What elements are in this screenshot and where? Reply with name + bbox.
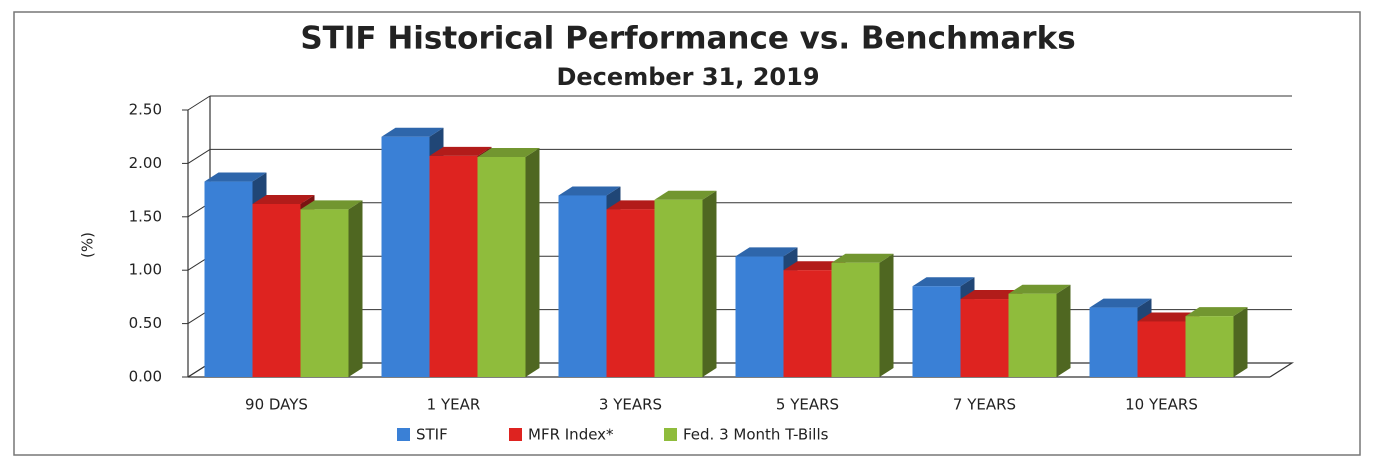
y-tick-label: 1.00 <box>129 261 162 279</box>
bar <box>831 262 880 377</box>
bar-top <box>477 147 540 157</box>
legend-label: STIF <box>416 426 448 444</box>
bar <box>204 181 253 377</box>
bar-top <box>558 186 621 196</box>
y-tick-label: 0.50 <box>129 314 162 332</box>
bar-top <box>1008 284 1071 294</box>
bar <box>558 195 607 377</box>
legend-label: MFR Index* <box>528 426 614 444</box>
y-tick-label: 1.50 <box>129 207 162 225</box>
bar <box>783 270 832 377</box>
legend-swatch <box>664 428 677 441</box>
grid-line <box>187 95 211 111</box>
bar-top <box>1089 298 1152 308</box>
bar-top <box>252 194 315 204</box>
bar-top <box>735 247 798 257</box>
chart-subtitle: December 31, 2019 <box>556 63 819 91</box>
bar <box>1185 316 1234 377</box>
y-tick-label: 0.00 <box>129 368 162 386</box>
x-tick-label: 1 YEAR <box>427 396 481 414</box>
bar <box>429 155 478 377</box>
bar-top <box>831 253 894 263</box>
bar <box>606 209 655 377</box>
x-tick-label: 7 YEARS <box>953 396 1016 414</box>
bar-side <box>702 190 717 377</box>
bar-side <box>348 200 363 377</box>
bar-side <box>1233 307 1248 377</box>
bar-top <box>783 261 846 271</box>
bar-top <box>960 290 1023 300</box>
bar-side <box>525 147 540 377</box>
x-tick-label: 3 YEARS <box>599 396 662 414</box>
legend-swatch <box>397 428 410 441</box>
bar <box>654 199 703 377</box>
x-tick-label: 10 YEARS <box>1125 396 1198 414</box>
bar-top <box>654 190 717 200</box>
bar <box>300 209 349 377</box>
bar-top <box>912 277 975 287</box>
bar <box>960 299 1009 377</box>
x-tick-label: 90 DAYS <box>245 396 308 414</box>
bar <box>1008 293 1057 377</box>
chart-title: STIF Historical Performance vs. Benchmar… <box>300 21 1075 57</box>
y-tick-label: 2.50 <box>129 101 162 119</box>
x-tick-label: 5 YEARS <box>776 396 839 414</box>
bar-side <box>879 253 894 377</box>
bar-top <box>1137 312 1200 322</box>
grid-line <box>187 148 211 164</box>
bar <box>381 136 430 377</box>
bar-top <box>1185 307 1248 317</box>
bar <box>477 156 526 377</box>
legend-label: Fed. 3 Month T-Bills <box>683 426 829 444</box>
bar <box>735 256 784 377</box>
bar <box>1137 321 1186 377</box>
y-axis-label: (%) <box>79 232 97 258</box>
bar <box>912 286 961 377</box>
bar-side <box>1056 284 1071 377</box>
bar <box>1089 307 1138 377</box>
bar-top <box>606 200 669 210</box>
bar-top <box>381 127 444 137</box>
y-tick-label: 2.00 <box>129 154 162 172</box>
bar <box>252 203 301 377</box>
legend-swatch <box>509 428 522 441</box>
bar-top <box>300 200 363 210</box>
bar-top <box>429 146 492 156</box>
bar-top <box>204 172 267 182</box>
